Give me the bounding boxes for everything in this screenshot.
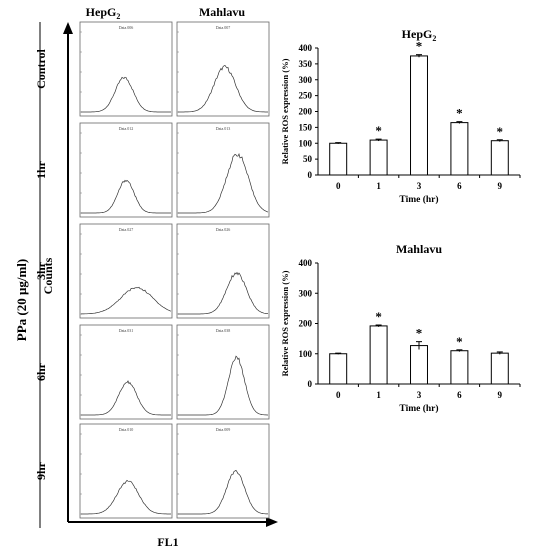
histogram-panel: Data.010 — [79, 423, 173, 519]
y-tick-label: 150 — [299, 122, 313, 132]
row-group-label: PPa (20 μg/ml) — [14, 259, 29, 341]
y-tick-label: 200 — [299, 319, 313, 329]
significance-marker: * — [456, 106, 463, 121]
row-label-control: Control — [34, 48, 48, 88]
row-label-1hr: 1hr — [34, 160, 48, 179]
significance-marker: * — [456, 334, 463, 349]
histogram-panel: Data.027 — [79, 223, 173, 319]
panel-caption: Data.031 — [119, 328, 134, 333]
bar-6 — [450, 122, 469, 176]
bar-9 — [490, 352, 509, 385]
counts-label: Counts — [41, 257, 55, 294]
row-label-9hr: 9hr — [34, 461, 48, 480]
column-header-hepg2: HepG2 — [86, 5, 121, 21]
bar-1 — [369, 325, 388, 385]
histogram-panel: Data.007 — [176, 21, 270, 117]
bar-9 — [490, 140, 509, 176]
histogram-curve — [178, 64, 268, 113]
histogram-panel: Data.013 — [176, 122, 270, 218]
y-tick-label: 400 — [299, 258, 313, 268]
histogram-curve — [178, 355, 268, 416]
panel-caption: Data.038 — [216, 328, 231, 333]
y-tick-label: 100 — [299, 349, 313, 359]
significance-marker: * — [416, 326, 423, 341]
panel-caption: Data.009 — [216, 427, 231, 432]
y-axis-label: Relative ROS expression (%) — [280, 270, 290, 376]
column-header-mahlavu: Mahlavu — [199, 5, 245, 19]
y-tick-label: 250 — [299, 91, 313, 101]
mahlavu-bar-chart: Mahlavu 0 100 200 300 400 Relative ROS express… — [280, 242, 521, 414]
bar-6 — [450, 350, 469, 385]
x-axis-label: Time (hr) — [399, 194, 438, 205]
significance-marker: * — [416, 39, 423, 54]
y-tick-label: 50 — [303, 154, 313, 164]
panel-caption: Data.027 — [119, 227, 134, 232]
counts-axis — [63, 22, 73, 522]
bar-1 — [369, 139, 388, 176]
histogram-curve — [81, 179, 171, 214]
significance-marker: * — [375, 123, 382, 138]
histogram-curve — [81, 479, 171, 515]
histogram-curve — [178, 271, 269, 315]
histogram-panel: Data.006 — [79, 21, 173, 117]
histogram-panel: Data.026 — [176, 223, 270, 319]
bar-3 — [410, 55, 428, 176]
row-label-3hr: 3hr — [34, 261, 48, 280]
fl1-label: FL1 — [157, 535, 178, 549]
y-tick-label: 350 — [299, 59, 313, 69]
histogram-curve — [81, 380, 171, 416]
y-tick-label: 400 — [299, 43, 313, 53]
significance-marker: * — [375, 309, 382, 324]
row-label-6hr: 6hr — [34, 362, 48, 381]
x-tick-label: 9 — [498, 390, 503, 400]
y-tick-label: 200 — [299, 107, 313, 117]
bar-0 — [329, 142, 348, 176]
hepg2-bar-chart: HepG2 0 50 100 150 200 250 300 350 400 Relative RO… — [280, 27, 521, 205]
histogram-curve — [81, 76, 171, 113]
y-axis-label: Relative ROS expression (%) — [280, 58, 290, 164]
x-tick-label: 0 — [336, 390, 341, 400]
histogram-panel: Data.031 — [79, 324, 173, 420]
y-tick-label: 100 — [299, 138, 313, 148]
x-tick-label: 1 — [376, 390, 381, 400]
panel-caption: Data.013 — [216, 126, 231, 131]
x-tick-label: 6 — [457, 181, 462, 191]
panel-caption: Data.012 — [119, 126, 134, 131]
panel-caption: Data.007 — [216, 25, 231, 30]
x-tick-label: 3 — [417, 181, 422, 191]
histogram-curve — [178, 153, 269, 214]
histogram-panel: Data.038 — [176, 324, 270, 420]
x-axis-label: Time (hr) — [399, 403, 438, 414]
panel-caption: Data.006 — [119, 25, 134, 30]
y-tick-label: 300 — [299, 75, 313, 85]
histogram-panel: Data.009 — [176, 423, 270, 519]
x-tick-label: 6 — [457, 390, 462, 400]
bar-3 — [410, 345, 428, 385]
y-tick-label: 0 — [308, 170, 313, 180]
y-tick-label: 0 — [308, 379, 313, 389]
x-tick-label: 9 — [498, 181, 503, 191]
x-tick-label: 3 — [417, 390, 422, 400]
histogram-curve — [178, 469, 268, 515]
x-tick-label: 0 — [336, 181, 341, 191]
significance-marker: * — [497, 124, 504, 139]
fl1-axis — [68, 517, 278, 527]
x-tick-label: 1 — [376, 181, 381, 191]
panel-caption: Data.010 — [119, 427, 134, 432]
y-tick-label: 300 — [299, 288, 313, 298]
chart-title: HepG2 — [402, 27, 437, 43]
panel-caption: Data.026 — [216, 227, 231, 232]
histogram-panel: Data.012 — [79, 122, 173, 218]
bar-0 — [329, 353, 348, 385]
chart-title: Mahlavu — [396, 242, 442, 256]
histogram-curve — [81, 286, 172, 315]
